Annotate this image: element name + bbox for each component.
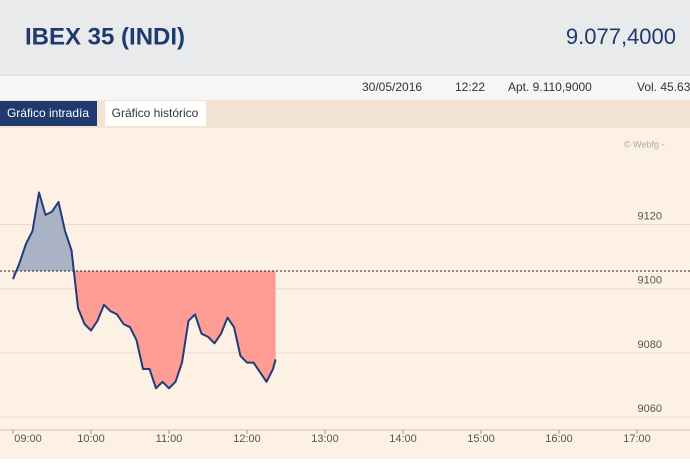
header-bg xyxy=(0,0,690,75)
y-tick-label: 9120 xyxy=(638,210,662,222)
watermark: © Webfg - xyxy=(624,139,664,149)
tab-label[interactable]: Gráfico intradía xyxy=(7,106,89,120)
plot: 9060 9080 9100 9120 09:00 10:00 11:00 12:00 13:0… xyxy=(0,191,690,445)
y-tick-label: 9060 xyxy=(638,403,662,415)
last-price: 9.077,4000 xyxy=(566,24,676,49)
y-tick-label: 9100 xyxy=(638,275,662,287)
tab-active[interactable] xyxy=(0,101,97,126)
x-tick-label: 11:00 xyxy=(156,433,183,445)
x-tick-label: 17:00 xyxy=(623,433,651,445)
info-bg xyxy=(0,75,690,100)
index-title: IBEX 35 (INDI) xyxy=(25,23,185,50)
info-volume: Vol. 45.63 xyxy=(637,80,690,94)
area-above xyxy=(16,192,74,272)
tab[interactable] xyxy=(105,101,206,126)
y-tick-label: 9080 xyxy=(638,339,662,351)
x-tick-label: 16:00 xyxy=(545,433,573,445)
price-line xyxy=(12,191,277,390)
area-below xyxy=(13,271,276,389)
x-tick-label: 15:00 xyxy=(467,433,495,445)
info-date: 30/05/2016 xyxy=(362,80,422,94)
tab-label[interactable]: Gráfico histórico xyxy=(112,106,199,120)
x-tick-label: 09:00 xyxy=(14,433,42,445)
info-time: 12:22 xyxy=(455,80,485,94)
info-open: Apt. 9.110,9000 xyxy=(508,80,592,94)
tabs-bg xyxy=(0,100,690,128)
x-tick-label: 12:00 xyxy=(233,433,261,445)
x-tick-label: 10:00 xyxy=(77,433,105,445)
x-tick-label: 14:00 xyxy=(389,433,417,445)
x-tick-label: 13:00 xyxy=(311,433,339,445)
